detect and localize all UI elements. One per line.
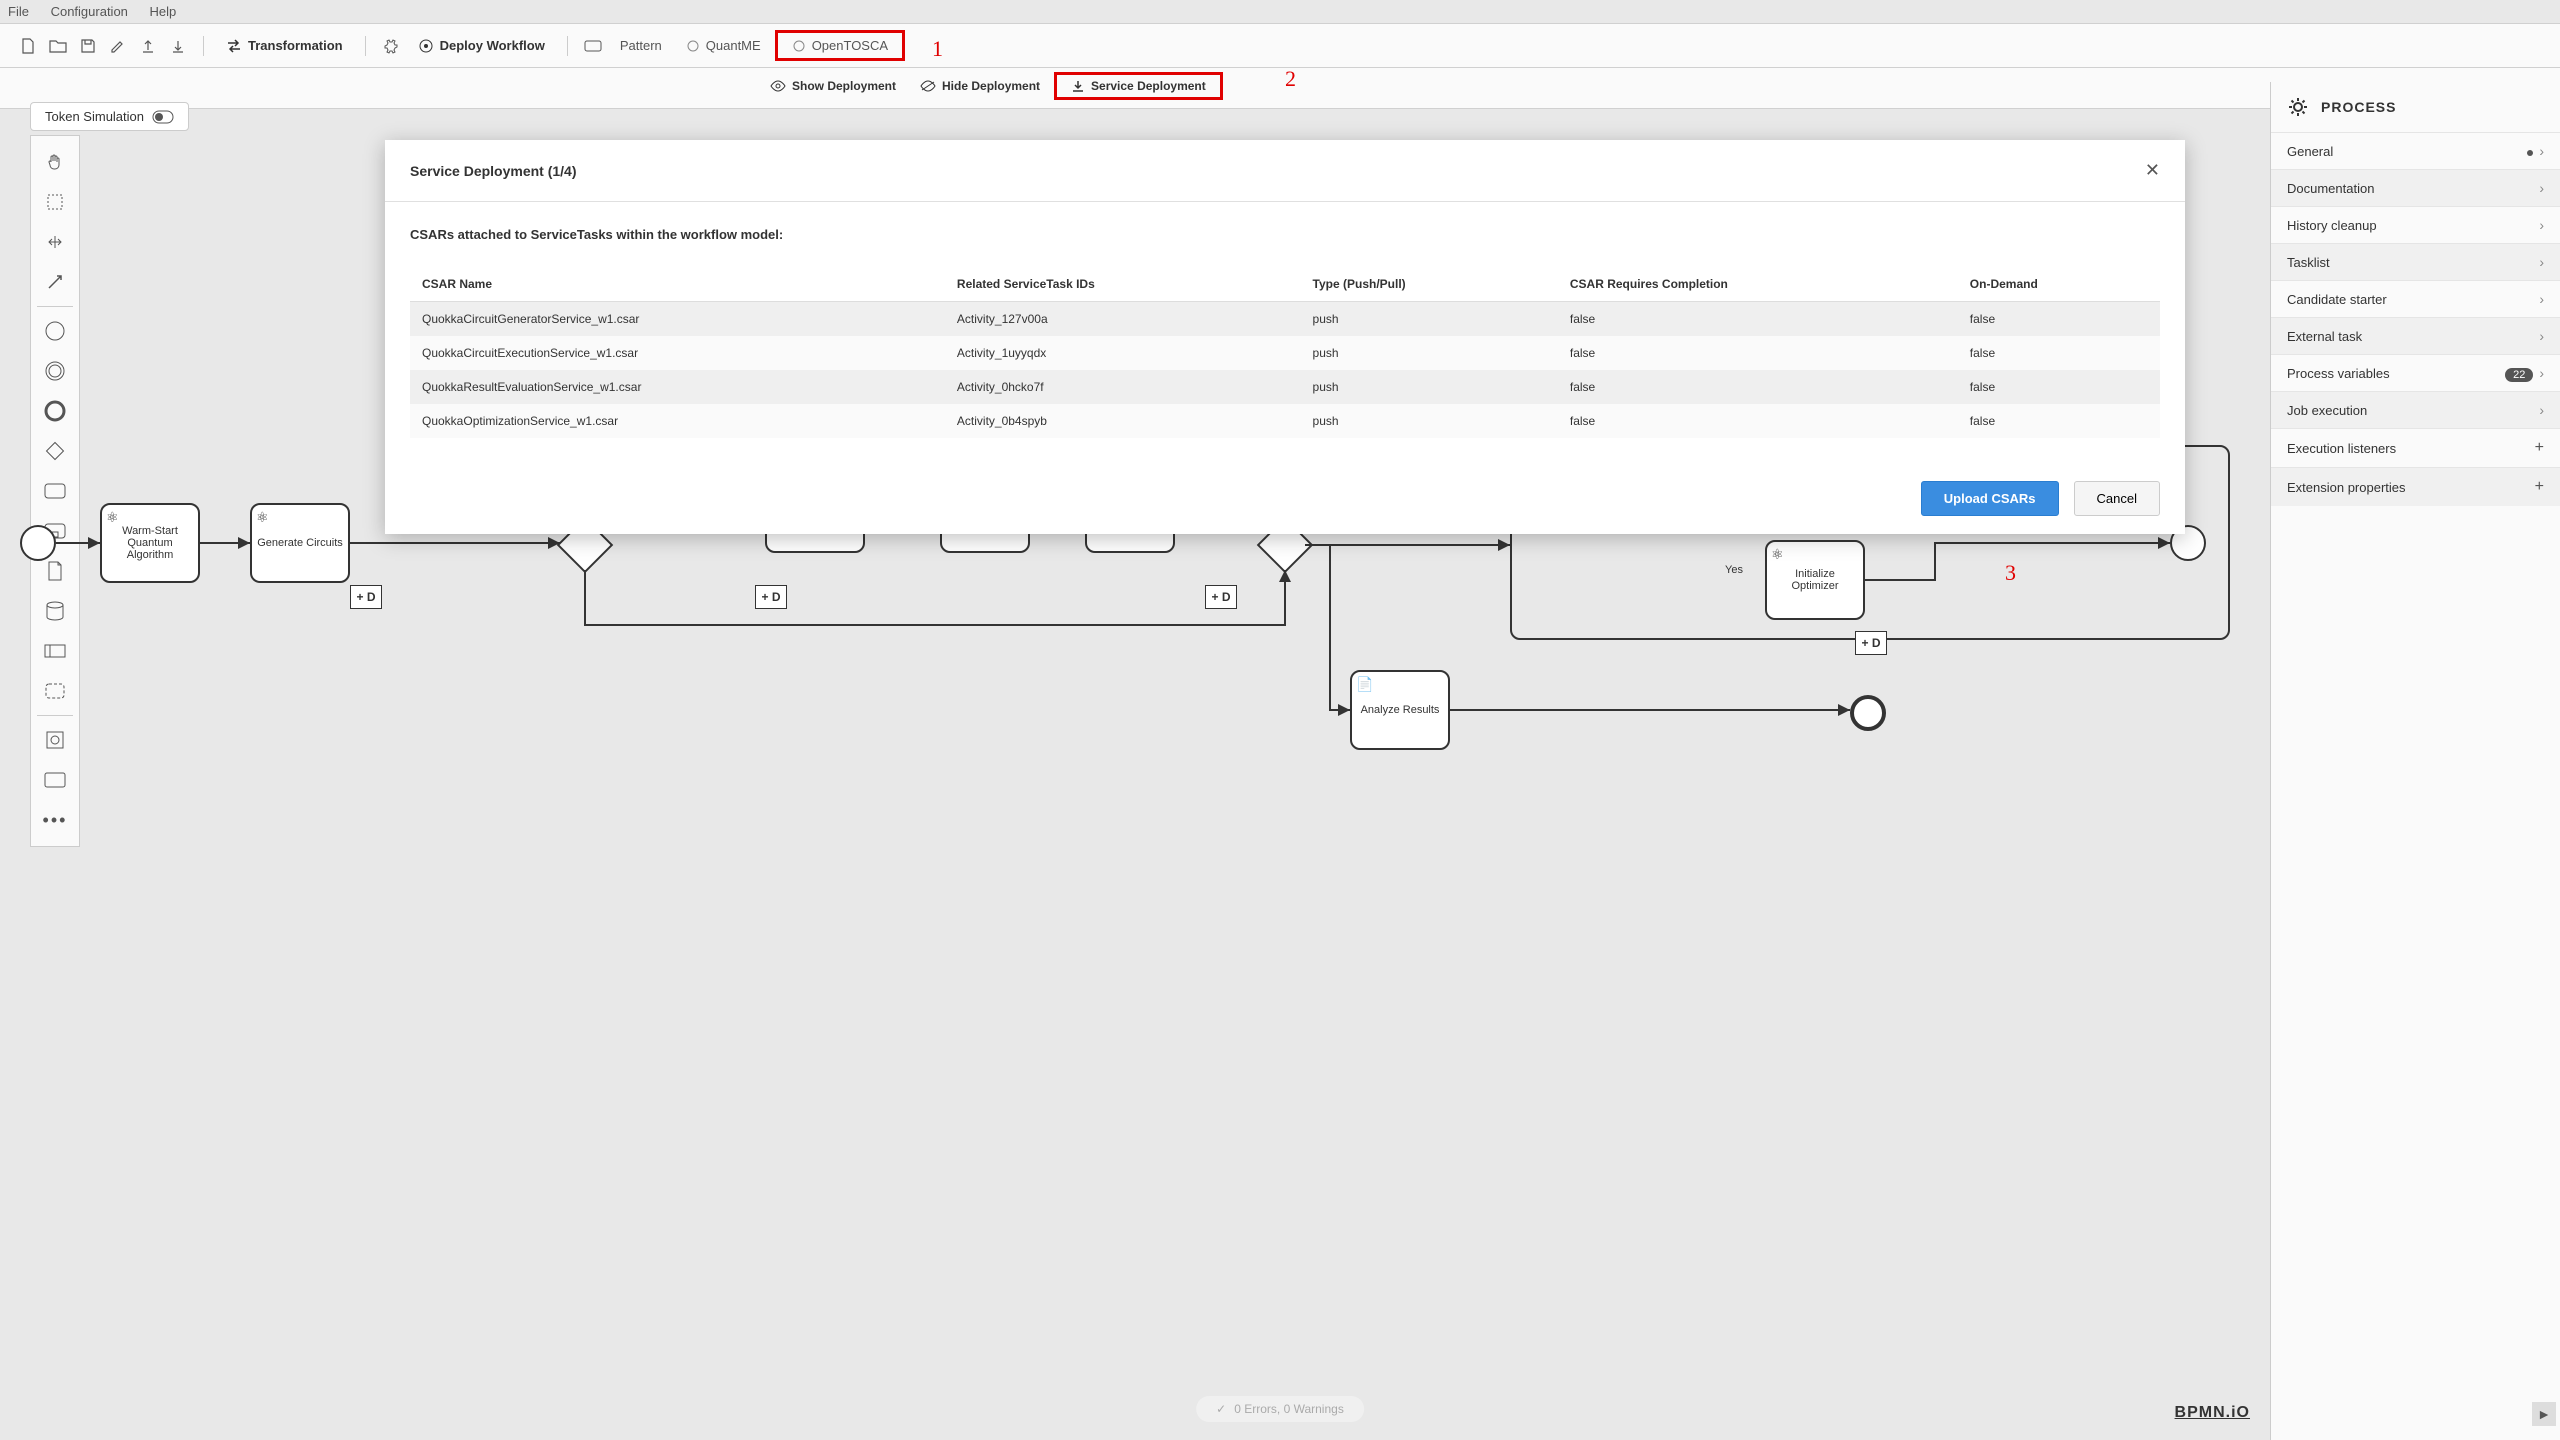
- plus-icon: +: [2535, 439, 2544, 457]
- service-deployment-label: Service Deployment: [1091, 79, 1206, 93]
- chevron-right-icon: ›: [2539, 402, 2544, 418]
- table-row[interactable]: QuokkaResultEvaluationService_w1.csarAct…: [410, 370, 2160, 404]
- chevron-right-icon: ›: [2539, 254, 2544, 270]
- task-type-icon: ⚛: [1771, 546, 1784, 563]
- opentosca-label: OpenTOSCA: [812, 38, 888, 53]
- task-generate-circuits[interactable]: ⚛ Generate Circuits: [250, 503, 350, 583]
- deployment-marker[interactable]: + D: [350, 585, 382, 609]
- col-related-ids: Related ServiceTask IDs: [945, 267, 1301, 302]
- chevron-right-icon: ›: [2539, 180, 2544, 196]
- table-row[interactable]: QuokkaOptimizationService_w1.csarActivit…: [410, 404, 2160, 438]
- transformation-label: Transformation: [248, 38, 343, 53]
- panel-row-candidate-starter[interactable]: Candidate starter›: [2271, 280, 2560, 317]
- task-type-icon: 📄: [1356, 676, 1373, 693]
- col-type: Type (Push/Pull): [1301, 267, 1558, 302]
- upload-icon[interactable]: [135, 33, 161, 59]
- gear-icon: [2287, 96, 2309, 118]
- brand-logo: BPMN.iO: [2175, 1404, 2250, 1422]
- panel-title: PROCESS: [2321, 99, 2396, 115]
- chevron-right-icon: ›: [2527, 143, 2544, 159]
- panel-row-tasklist[interactable]: Tasklist›: [2271, 243, 2560, 280]
- task-initialize-optimizer[interactable]: ⚛ Initialize Optimizer: [1765, 540, 1865, 620]
- hide-deployment-button[interactable]: Hide Deployment: [910, 75, 1050, 97]
- config-icon[interactable]: [378, 33, 404, 59]
- deployment-marker[interactable]: + D: [1205, 585, 1237, 609]
- panel-row-job-execution[interactable]: Job execution›: [2271, 391, 2560, 428]
- shortcuts-icon[interactable]: [580, 33, 606, 59]
- panel-row-general[interactable]: General›: [2271, 132, 2560, 169]
- new-file-icon[interactable]: [15, 33, 41, 59]
- plus-icon: +: [2535, 478, 2544, 496]
- open-folder-icon[interactable]: [45, 33, 71, 59]
- task-type-icon: ⚛: [106, 509, 119, 526]
- end-event[interactable]: [1850, 695, 1886, 731]
- panel-row-documentation[interactable]: Documentation›: [2271, 169, 2560, 206]
- panel-row-execution-listeners[interactable]: Execution listeners+: [2271, 428, 2560, 467]
- menu-help[interactable]: Help: [150, 4, 177, 19]
- main-toolbar: Transformation Deploy Workflow Pattern Q…: [0, 23, 2560, 68]
- task-analyze-results[interactable]: 📄 Analyze Results: [1350, 670, 1450, 750]
- deploy-workflow-button[interactable]: Deploy Workflow: [408, 33, 555, 59]
- service-deployment-modal: Service Deployment (1/4) ✕ CSARs attache…: [385, 140, 2185, 534]
- chevron-right-icon: ›: [2539, 291, 2544, 307]
- pattern-button[interactable]: Pattern: [610, 33, 672, 58]
- chevron-right-icon: ›: [2539, 328, 2544, 344]
- deploy-workflow-label: Deploy Workflow: [440, 38, 545, 53]
- quantme-label: QuantME: [706, 38, 761, 53]
- panel-row-history-cleanup[interactable]: History cleanup›: [2271, 206, 2560, 243]
- status-bar[interactable]: ✓ 0 Errors, 0 Warnings: [1196, 1396, 1364, 1422]
- task-warm-start[interactable]: ⚛ Warm-Start Quantum Algorithm: [100, 503, 200, 583]
- upload-csars-button[interactable]: Upload CSARs: [1921, 481, 2059, 516]
- quantme-button[interactable]: QuantME: [676, 33, 771, 58]
- task-type-icon: ⚛: [256, 509, 269, 526]
- table-row[interactable]: QuokkaCircuitExecutionService_w1.csarAct…: [410, 336, 2160, 370]
- cancel-button[interactable]: Cancel: [2074, 481, 2160, 516]
- col-ondemand: On-Demand: [1958, 267, 2160, 302]
- chevron-right-icon: ›: [2539, 217, 2544, 233]
- col-csar-name: CSAR Name: [410, 267, 945, 302]
- annotation-2: 2: [1285, 66, 1296, 92]
- modal-close-button[interactable]: ✕: [2145, 160, 2160, 181]
- panel-row-external-task[interactable]: External task›: [2271, 317, 2560, 354]
- chevron-right-icon: 22›: [2505, 365, 2544, 381]
- check-icon: ✓: [1216, 1402, 1226, 1416]
- csar-table: CSAR Name Related ServiceTask IDs Type (…: [410, 267, 2160, 438]
- show-deployment-button[interactable]: Show Deployment: [760, 75, 906, 97]
- menu-configuration[interactable]: Configuration: [51, 4, 128, 19]
- show-deployment-label: Show Deployment: [792, 79, 896, 93]
- deployment-marker[interactable]: + D: [755, 585, 787, 609]
- status-text: 0 Errors, 0 Warnings: [1234, 1402, 1344, 1416]
- modal-subtitle: CSARs attached to ServiceTasks within th…: [410, 227, 2160, 242]
- deployment-marker[interactable]: + D: [1855, 631, 1887, 655]
- hide-deployment-label: Hide Deployment: [942, 79, 1040, 93]
- col-completion: CSAR Requires Completion: [1558, 267, 1958, 302]
- annotation-1: 1: [932, 36, 943, 62]
- save-icon[interactable]: [75, 33, 101, 59]
- start-event[interactable]: [20, 525, 56, 561]
- scroll-right-button[interactable]: ►: [2532, 1402, 2556, 1426]
- download-icon[interactable]: [165, 33, 191, 59]
- panel-row-process-variables[interactable]: Process variables22›: [2271, 354, 2560, 391]
- properties-panel: PROCESS General›Documentation›History cl…: [2270, 82, 2560, 1440]
- modal-title: Service Deployment (1/4): [410, 163, 577, 179]
- edit-icon[interactable]: [105, 33, 131, 59]
- opentosca-button[interactable]: OpenTOSCA: [775, 30, 905, 61]
- panel-header: PROCESS: [2271, 82, 2560, 132]
- flow-label-yes: Yes: [1725, 564, 1743, 576]
- menu-bar: File Configuration Help: [0, 0, 2560, 23]
- panel-row-extension-properties[interactable]: Extension properties+: [2271, 467, 2560, 506]
- menu-file[interactable]: File: [8, 4, 29, 19]
- table-row[interactable]: QuokkaCircuitGeneratorService_w1.csarAct…: [410, 302, 2160, 337]
- transformation-button[interactable]: Transformation: [216, 33, 353, 58]
